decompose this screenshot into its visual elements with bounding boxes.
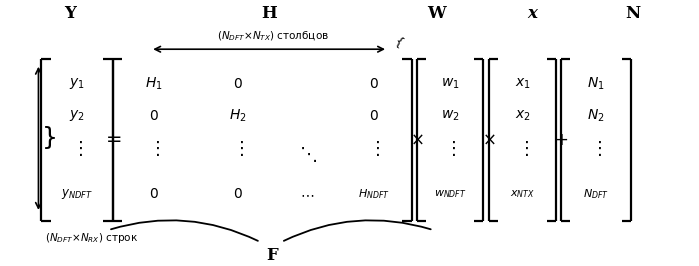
Text: $x_2$: $x_2$ xyxy=(515,109,531,123)
Text: $H_1$: $H_1$ xyxy=(145,76,163,92)
Text: $+$: $+$ xyxy=(554,131,568,149)
Text: $\vdots$: $\vdots$ xyxy=(148,139,159,159)
Text: $w_{NDFT}$: $w_{NDFT}$ xyxy=(434,188,466,200)
Text: $x_1$: $x_1$ xyxy=(515,77,531,91)
Text: Y: Y xyxy=(64,5,75,22)
Text: $0$: $0$ xyxy=(233,187,243,201)
Text: $y_2$: $y_2$ xyxy=(69,108,85,123)
Text: N: N xyxy=(625,5,640,22)
Text: $0$: $0$ xyxy=(233,77,243,91)
Text: $0$: $0$ xyxy=(369,109,379,123)
Text: $y_1$: $y_1$ xyxy=(69,76,85,91)
Text: $N_2$: $N_2$ xyxy=(586,107,605,124)
Text: F: F xyxy=(267,247,278,264)
Text: {: { xyxy=(391,35,405,50)
Text: $w_1$: $w_1$ xyxy=(441,77,459,91)
Text: $H_{NDFT}$: $H_{NDFT}$ xyxy=(358,187,390,201)
Text: $0$: $0$ xyxy=(369,77,379,91)
Text: $0$: $0$ xyxy=(149,187,159,201)
Text: $\ddots$: $\ddots$ xyxy=(298,145,317,164)
Text: $N_1$: $N_1$ xyxy=(586,76,605,92)
Text: =: = xyxy=(106,130,122,149)
Text: W: W xyxy=(428,5,446,22)
Text: $\cdots$: $\cdots$ xyxy=(301,187,315,201)
Text: $N_{DFT}$: $N_{DFT}$ xyxy=(582,187,609,201)
Text: $w_2$: $w_2$ xyxy=(441,109,459,123)
Text: }: } xyxy=(42,126,58,150)
Text: $\times$: $\times$ xyxy=(482,131,496,149)
Text: $\times$: $\times$ xyxy=(410,131,424,149)
Text: H: H xyxy=(261,5,277,22)
Text: $\vdots$: $\vdots$ xyxy=(368,139,380,159)
Text: $\vdots$: $\vdots$ xyxy=(232,139,243,159)
Text: $\vdots$: $\vdots$ xyxy=(445,139,456,159)
Text: $x_{NTX}$: $x_{NTX}$ xyxy=(510,188,535,200)
Text: $0$: $0$ xyxy=(149,109,159,123)
Text: $\vdots$: $\vdots$ xyxy=(71,139,82,159)
Text: $H_2$: $H_2$ xyxy=(229,107,247,124)
Text: x: x xyxy=(528,5,538,22)
Text: $y_{NDFT}$: $y_{NDFT}$ xyxy=(61,187,93,201)
Text: $\vdots$: $\vdots$ xyxy=(517,139,528,159)
Text: $(N_{DFT}{\times}N_{TX})$ столбцов: $(N_{DFT}{\times}N_{TX})$ столбцов xyxy=(217,29,329,43)
Text: $\vdots$: $\vdots$ xyxy=(590,139,601,159)
Text: $(N_{DFT}{\times}N_{RX})$ строк: $(N_{DFT}{\times}N_{RX})$ строк xyxy=(45,231,138,245)
